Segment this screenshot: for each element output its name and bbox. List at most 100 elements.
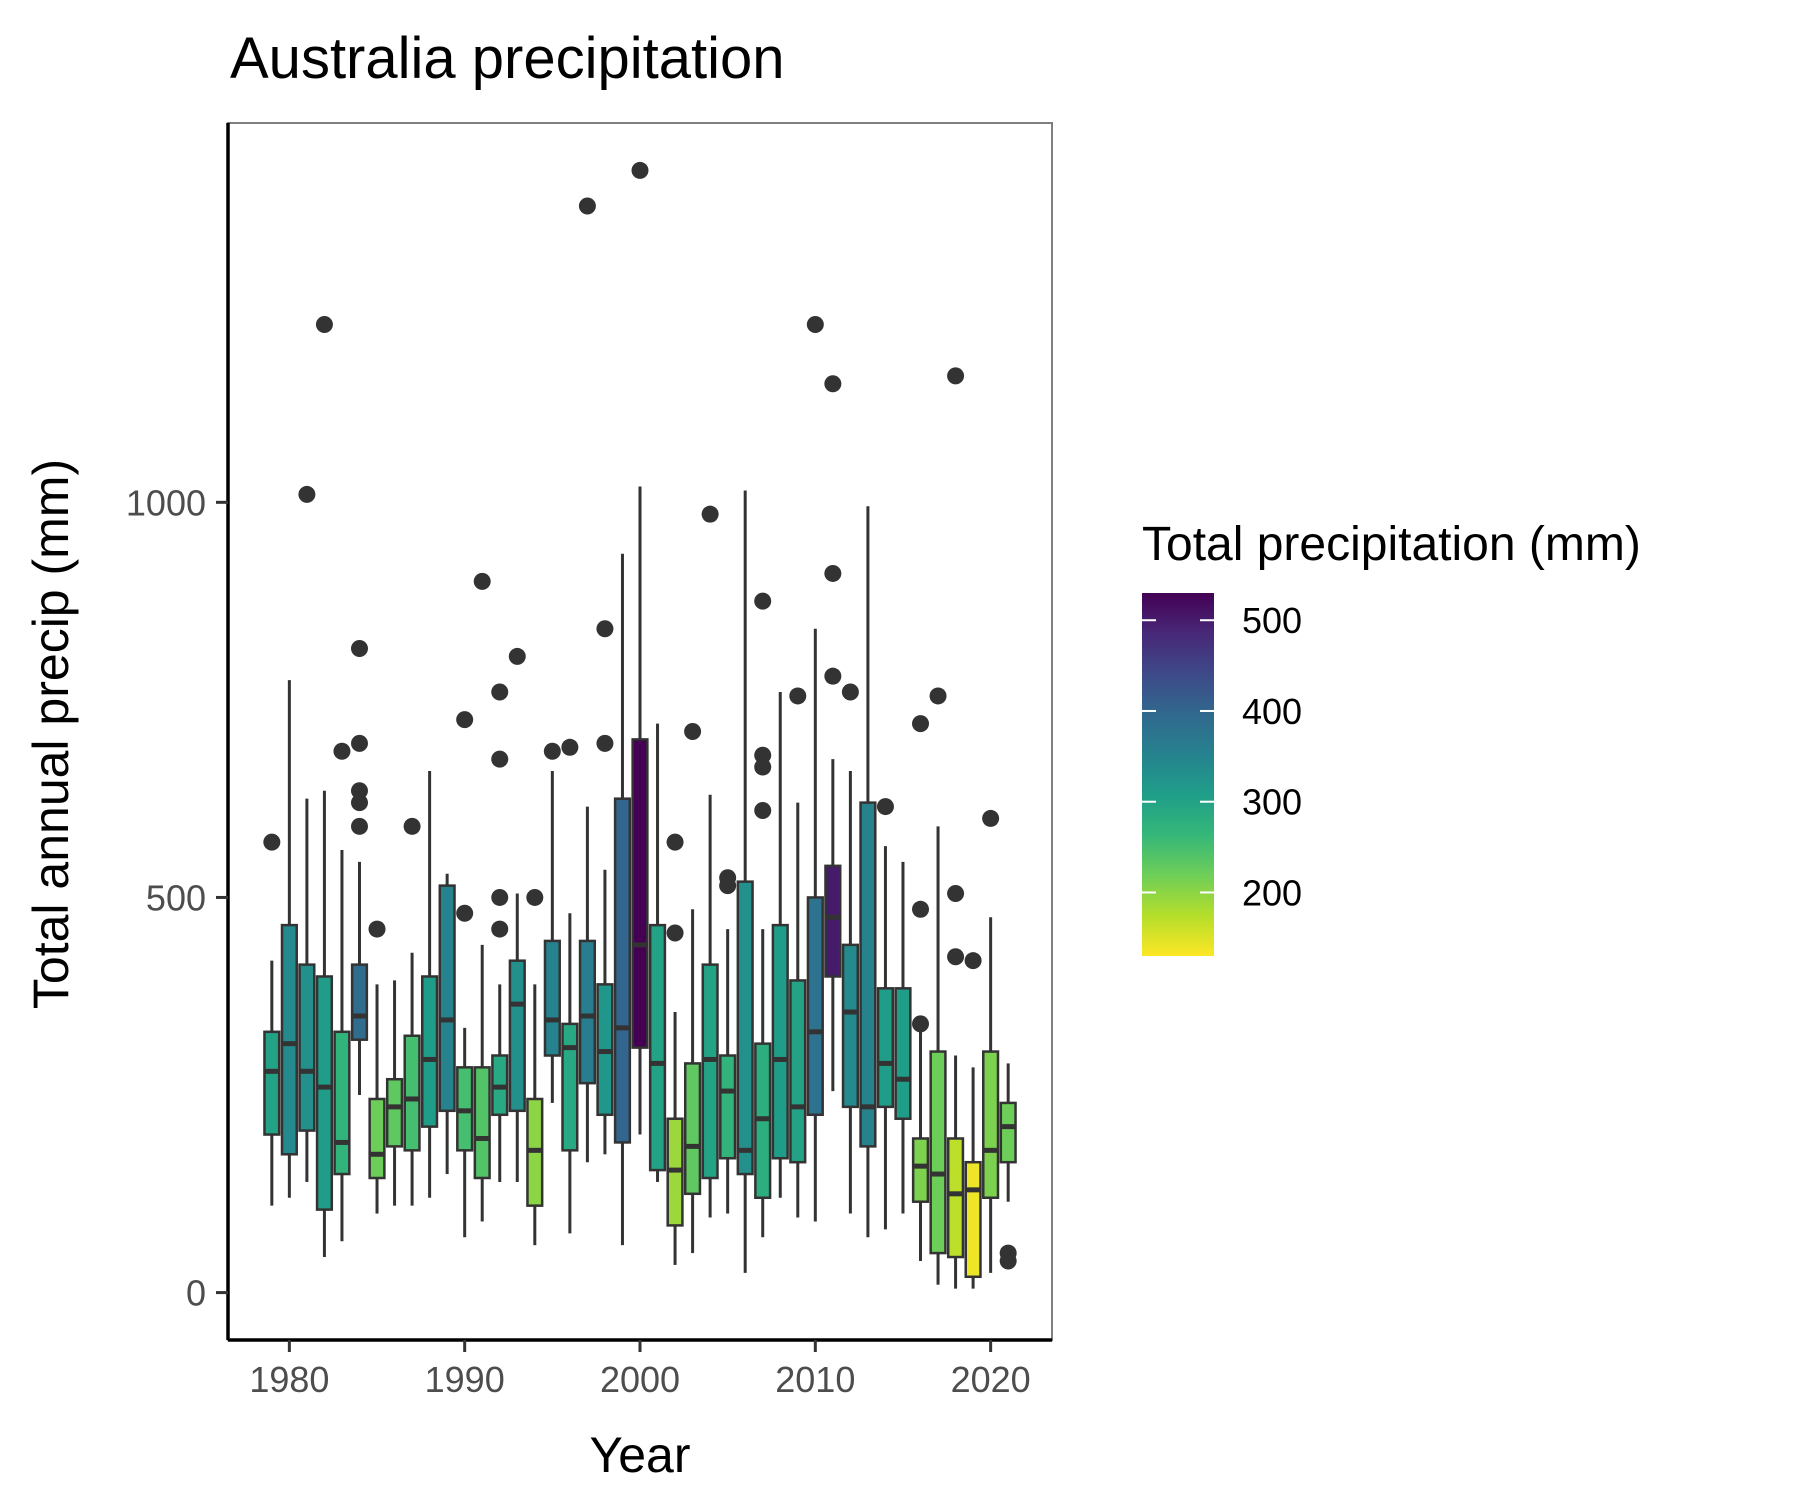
box-1991 — [473, 1066, 491, 1180]
legend-colorbar — [1142, 593, 1214, 956]
outlier-point — [754, 802, 772, 820]
outlier-point — [947, 367, 965, 385]
outlier-point — [947, 885, 965, 903]
outlier-point — [912, 1015, 930, 1033]
box-2010 — [806, 896, 824, 1117]
box-2014 — [876, 987, 895, 1109]
box-2012 — [841, 943, 859, 1109]
legend-tick-label: 200 — [1242, 872, 1302, 913]
x-tick-label: 2000 — [600, 1359, 680, 1400]
outlier-point — [964, 952, 982, 970]
outlier-point — [754, 746, 772, 764]
legend-tick-label: 500 — [1242, 600, 1302, 641]
outlier-point — [491, 683, 509, 701]
box-1995 — [543, 939, 561, 1057]
outlier-point — [491, 920, 509, 938]
box-2017 — [929, 1050, 947, 1255]
outlier-point — [912, 900, 930, 918]
outlier-point — [596, 620, 614, 638]
outlier-point — [456, 904, 474, 922]
outlier-point — [561, 738, 579, 756]
outlier-point — [876, 798, 894, 816]
outlier-point — [543, 742, 561, 760]
outlier-point — [824, 564, 842, 582]
outlier-point — [947, 948, 965, 966]
box-2008 — [771, 923, 789, 1160]
plot-area: 1980 1990 2000 2010 2020 0 500 1000 — [126, 122, 1053, 1400]
box-1987 — [403, 1034, 421, 1152]
box-2015 — [894, 987, 912, 1120]
x-tick-label: 1990 — [425, 1359, 505, 1400]
outlier-point — [719, 869, 737, 887]
outlier-point — [982, 809, 1000, 827]
outlier-point — [350, 734, 368, 752]
outlier-point — [315, 316, 333, 334]
outlier-point — [526, 888, 544, 906]
y-tick-label: 1000 — [126, 482, 206, 523]
box-1989 — [438, 884, 456, 1113]
outlier-point — [368, 920, 386, 938]
legend-tick-label: 300 — [1242, 782, 1302, 823]
chart-title: Australia precipitation — [230, 26, 785, 91]
box-1999 — [613, 797, 632, 1144]
box-1979 — [263, 1030, 281, 1136]
legend-tick-label: 400 — [1242, 691, 1302, 732]
box-1988 — [421, 975, 439, 1128]
outlier-point — [596, 734, 614, 752]
box-1980 — [280, 923, 298, 1156]
x-tick-label: 2010 — [775, 1359, 855, 1400]
legend-title: Total precipitation (mm) — [1142, 518, 1641, 571]
outlier-point — [508, 647, 526, 665]
legend: 200 300 400 500 — [1142, 593, 1302, 956]
box-1986 — [385, 1077, 404, 1148]
outlier-point — [754, 758, 772, 776]
outlier-point — [491, 750, 509, 768]
box-1985 — [368, 1097, 386, 1180]
box-2018 — [946, 1137, 965, 1259]
y-tick-label: 0 — [186, 1273, 206, 1314]
box-1983 — [333, 1030, 351, 1176]
outlier-point — [333, 742, 351, 760]
box-2013 — [859, 801, 877, 1148]
outlier-point — [491, 888, 509, 906]
box-2021 — [999, 1101, 1017, 1164]
outlier-point — [350, 782, 368, 800]
outlier-point — [350, 640, 368, 658]
box-2003 — [683, 1062, 702, 1196]
outlier-point — [403, 817, 421, 835]
x-axis-title: Year — [589, 1427, 690, 1483]
outlier-point — [473, 572, 491, 590]
y-axis-title: Total annual precip (mm) — [23, 459, 79, 1009]
outlier-point — [263, 833, 281, 851]
box-2001 — [648, 923, 667, 1172]
outlier-point — [350, 794, 368, 812]
box-2000 — [631, 738, 649, 1049]
outlier-point — [350, 817, 368, 835]
outlier-point — [578, 197, 596, 215]
outlier-point — [754, 592, 772, 610]
box-2020 — [982, 1050, 1000, 1200]
box-1997 — [578, 939, 597, 1085]
box-2016 — [911, 1137, 930, 1203]
box-1982 — [315, 975, 334, 1211]
outlier-point — [824, 375, 842, 393]
box-2019 — [964, 1160, 982, 1279]
outlier-point — [841, 683, 859, 701]
box-2006 — [736, 880, 754, 1176]
box-1993 — [508, 959, 526, 1113]
box-2009 — [789, 979, 807, 1164]
outlier-point — [701, 505, 719, 523]
outlier-point — [631, 161, 649, 179]
box-1984 — [350, 963, 369, 1041]
outlier-point — [666, 833, 684, 851]
y-tick-label: 500 — [146, 877, 206, 918]
box-2004 — [701, 963, 719, 1180]
box-2005 — [719, 1054, 737, 1160]
box-2011 — [824, 864, 842, 978]
outlier-point — [666, 924, 684, 942]
box-1981 — [298, 963, 316, 1132]
outlier-point — [999, 1244, 1017, 1262]
outlier-point — [456, 711, 474, 729]
